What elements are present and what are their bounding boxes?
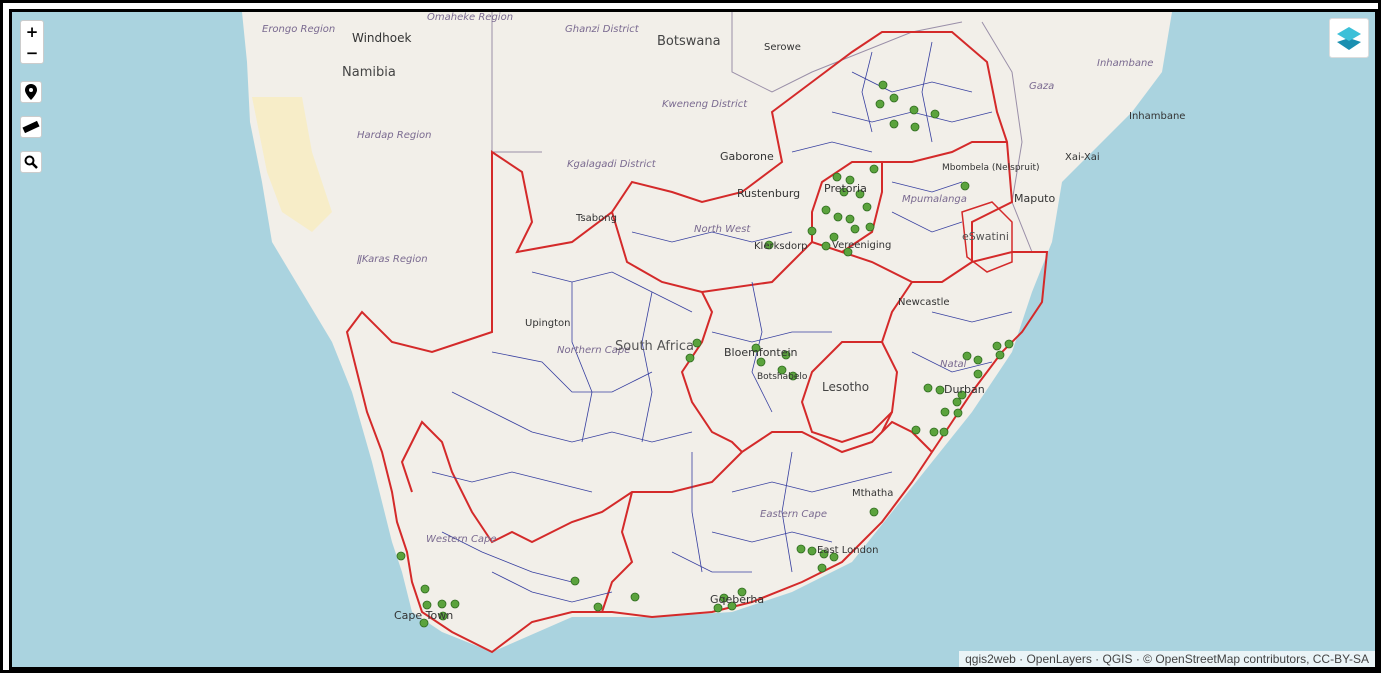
label-botswana: Botswana <box>657 34 721 49</box>
label-vereeniging: Vereeniging <box>832 240 891 251</box>
label-natal: Natal <box>940 359 967 370</box>
label-mbombela: Mbombela (Nelspruit) <box>942 163 1040 173</box>
eswatini-border <box>961 201 1013 273</box>
label-kweneng: Kweneng District <box>662 99 748 110</box>
map-pin-icon <box>25 84 37 100</box>
label-ghanzi: Ghanzi District <box>565 24 640 35</box>
ruler-icon <box>22 120 40 134</box>
label-east-london: East London <box>817 545 878 556</box>
label-gqeberha: Gqeberha <box>710 593 764 606</box>
label-mpumalanga: Mpumalanga <box>902 194 967 205</box>
layers-icon <box>1337 27 1361 50</box>
label-tsabong: Tsabong <box>575 213 617 224</box>
label-newcastle: Newcastle <box>898 297 950 308</box>
label-botshabelo: Botshabelo <box>757 372 808 382</box>
label-gaborone: Gaborone <box>720 150 774 163</box>
label-cape-town: Cape Town <box>394 609 453 622</box>
label-maputo: Maputo <box>1014 192 1055 205</box>
label-durban: Durban <box>944 383 985 396</box>
label-south-africa: South Africa <box>615 339 694 354</box>
label-mthatha: Mthatha <box>852 488 893 499</box>
zoom-in-button[interactable]: + <box>25 22 39 41</box>
label-upington: Upington <box>525 318 571 329</box>
label-lesotho: Lesotho <box>822 380 869 394</box>
measure-button[interactable] <box>20 116 42 138</box>
map-canvas[interactable]: Windhoek Namibia Erongo Region Omaheke R… <box>12 12 1375 667</box>
layer-switcher-button[interactable] <box>1329 18 1369 58</box>
map-viewport[interactable]: Windhoek Namibia Erongo Region Omaheke R… <box>9 9 1378 670</box>
label-western-cape: Western Cape <box>426 534 497 545</box>
label-namibia: Namibia <box>342 65 396 80</box>
label-pretoria: Pretoria <box>824 182 867 195</box>
label-omaheke: Omaheke Region <box>427 12 513 23</box>
locate-button[interactable] <box>20 81 42 103</box>
label-kgalagadi: Kgalagadi District <box>567 159 657 170</box>
label-xai-xai: Xai-Xai <box>1065 152 1100 163</box>
label-ilkaras: ǁKaras Region <box>357 254 428 265</box>
label-northern-cape: Northern Cape <box>557 345 630 356</box>
label-klerksdorp: Klerksdorp <box>754 241 808 252</box>
province-borders <box>345 31 1049 654</box>
label-rustenburg: Rustenburg <box>737 187 800 200</box>
place-labels: Windhoek Namibia Erongo Region Omaheke R… <box>262 12 1185 622</box>
label-erongo: Erongo Region <box>262 24 335 35</box>
label-serowe: Serowe <box>764 42 801 53</box>
label-inhambane-region: Inhambane <box>1097 58 1153 69</box>
label-eastern-cape: Eastern Cape <box>760 509 827 520</box>
search-icon <box>24 155 38 169</box>
label-gaza: Gaza <box>1029 81 1054 92</box>
label-eswatini: eSwatini <box>962 230 1009 243</box>
land-area <box>242 12 1172 652</box>
attribution: qgis2web · OpenLayers · QGIS · © OpenStr… <box>959 651 1375 667</box>
label-hardap: Hardap Region <box>357 130 431 141</box>
namib-desert <box>252 97 332 232</box>
label-windhoek: Windhoek <box>352 31 411 45</box>
zoom-control: + − <box>20 20 44 64</box>
search-button[interactable] <box>20 151 42 173</box>
municipal-borders <box>431 41 1013 603</box>
label-north-west: North West <box>694 224 751 235</box>
lesotho-border <box>800 341 899 444</box>
label-bloemfontein: Bloemfontein <box>724 346 798 359</box>
label-inhambane: Inhambane <box>1129 111 1185 122</box>
point-markers <box>396 80 1014 628</box>
zoom-out-button[interactable]: − <box>25 43 39 62</box>
